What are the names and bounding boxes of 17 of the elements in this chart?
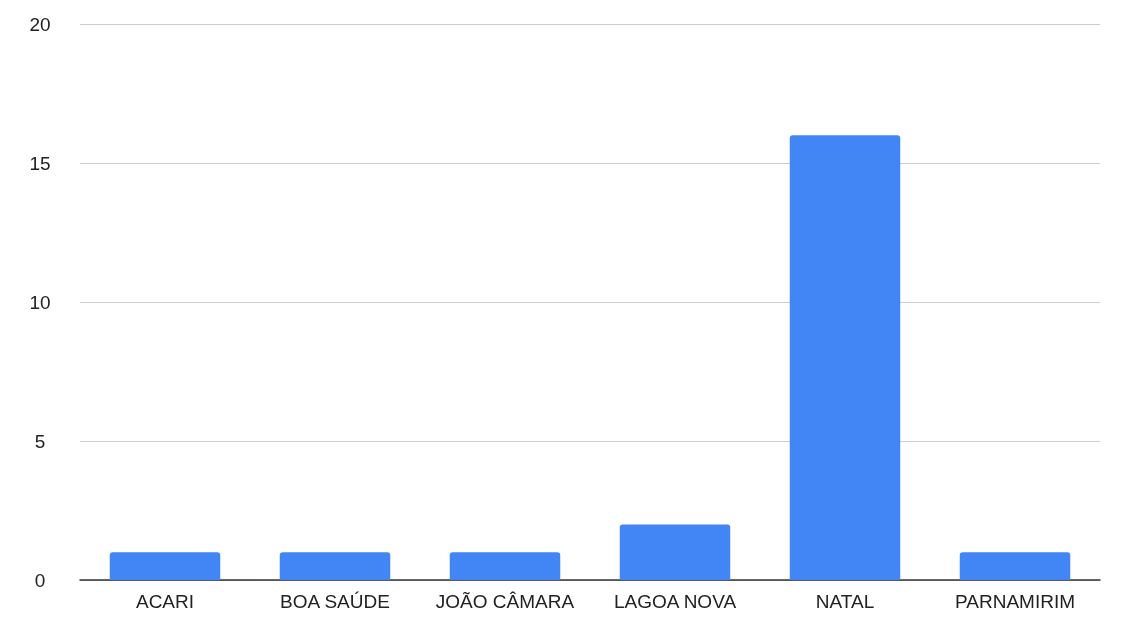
bar	[789, 135, 901, 580]
y-tick-label: 20	[29, 13, 51, 35]
bar	[449, 552, 561, 580]
y-tick-label: 15	[29, 152, 51, 174]
bar	[279, 552, 391, 580]
bar	[959, 552, 1071, 580]
bar	[619, 524, 731, 580]
x-tick-label: BOA SAÚDE	[280, 591, 390, 612]
x-tick-label: PARNAMIRIM	[955, 591, 1075, 612]
bar	[109, 552, 221, 580]
x-tick-label: JOÃO CÂMARA	[435, 591, 575, 612]
x-tick-label: NATAL	[815, 591, 875, 612]
y-tick-label: 0	[34, 569, 46, 591]
x-tick-label: LAGOA NOVA	[613, 591, 737, 612]
x-tick-label: ACARI	[135, 591, 195, 612]
y-tick-label: 5	[34, 430, 46, 452]
y-tick-label: 10	[29, 291, 51, 313]
